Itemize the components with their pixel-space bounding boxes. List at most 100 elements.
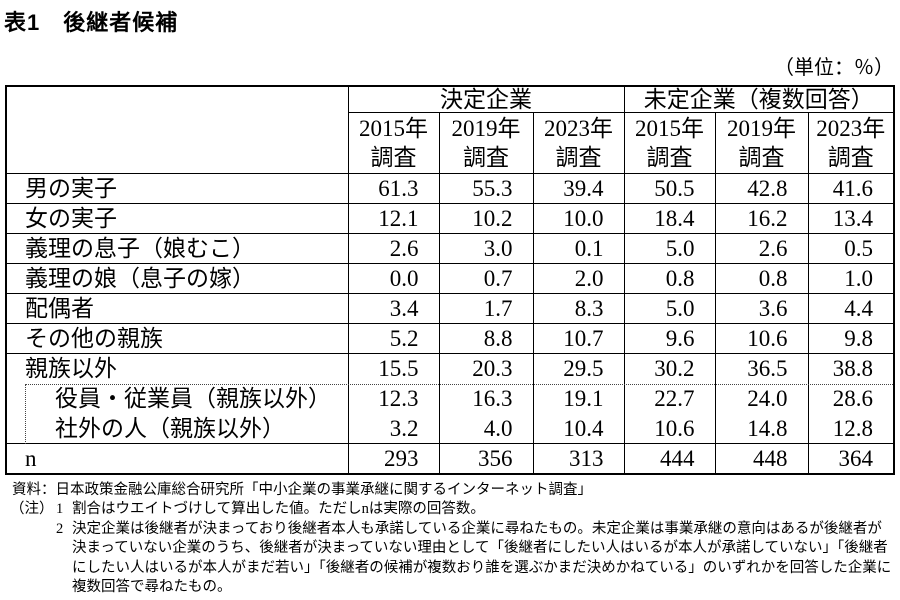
column-header: 2015年 調査 xyxy=(347,112,439,174)
cell: 22.7 xyxy=(623,383,715,414)
cell: 12.1 xyxy=(347,203,439,234)
cell: 12.8 xyxy=(807,413,895,444)
cell: 9.6 xyxy=(623,323,715,354)
cell: 38.8 xyxy=(807,353,895,384)
table-row: 配偶者 3.4 1.7 8.3 5.0 3.6 4.4 xyxy=(5,293,895,324)
year-header-row: 2015年 調査 2019年 調査 2023年 調査 2015年 調査 2019… xyxy=(6,112,895,174)
column-header: 2019年 調査 xyxy=(438,112,533,174)
cell: 36.5 xyxy=(714,353,808,384)
note-number: 1 xyxy=(56,501,64,518)
cell: 0.0 xyxy=(347,263,439,294)
column-header: 2019年 調査 xyxy=(714,112,808,174)
row-label: 義理の息子（娘むこ） xyxy=(5,233,348,264)
column-header: 2023年 調査 xyxy=(532,112,624,174)
row-label: 配偶者 xyxy=(5,293,348,324)
row-label: その他の親族 xyxy=(5,323,348,354)
table-row-sub: 役員・従業員（親族以外） 12.3 16.3 19.1 22.7 24.0 28… xyxy=(5,383,895,414)
note-number: 2 xyxy=(56,520,64,537)
cell: 0.5 xyxy=(807,233,895,264)
column-header: 2015年 調査 xyxy=(623,112,715,174)
cell: 16.3 xyxy=(438,383,533,414)
page-title: 表1 後継者候補 xyxy=(4,10,179,35)
table-body: 男の実子 61.3 55.3 39.4 50.5 42.8 41.6 女の実子 … xyxy=(5,173,895,474)
table-row: 女の実子 12.1 10.2 10.0 18.4 16.2 13.4 xyxy=(5,203,895,234)
row-label: 義理の娘（息子の嫁） xyxy=(5,263,348,294)
cell: 42.8 xyxy=(714,173,808,204)
cell: 364 xyxy=(807,443,895,474)
source-note: 資料：日本政策金融公庫総合研究所「中小企業の事業承継に関するインターネット調査」 xyxy=(12,482,592,498)
cell: 8.8 xyxy=(438,323,533,354)
table-row-n: n 293 356 313 444 448 364 xyxy=(5,443,895,474)
unit-note: （単位：％） xyxy=(774,57,894,79)
cell: 28.6 xyxy=(807,383,895,414)
cell: 10.2 xyxy=(438,203,533,234)
cell: 10.0 xyxy=(532,203,624,234)
row-label: 役員・従業員（親族以外） xyxy=(5,383,348,414)
cell: 2.0 xyxy=(532,263,624,294)
cell: 448 xyxy=(714,443,808,474)
cell: 1.0 xyxy=(807,263,895,294)
cell: 5.0 xyxy=(623,233,715,264)
table-row: 男の実子 61.3 55.3 39.4 50.5 42.8 41.6 xyxy=(5,173,895,204)
cell: 9.8 xyxy=(807,323,895,354)
table-row-sub: 社外の人（親族以外） 3.2 4.0 10.4 10.6 14.8 12.8 xyxy=(5,413,895,444)
table-row: 親族以外 15.5 20.3 29.5 30.2 36.5 38.8 xyxy=(5,353,895,384)
cell: 4.4 xyxy=(807,293,895,324)
cell: 30.2 xyxy=(623,353,715,384)
cell: 5.0 xyxy=(623,293,715,324)
cell: 293 xyxy=(347,443,439,474)
cell: 10.6 xyxy=(714,323,808,354)
notes-block: （注） 1 割合はウエイトづけして算出した値。ただしnは実際の回答数。 2 決定… xyxy=(10,500,896,597)
cell: 10.7 xyxy=(532,323,624,354)
corner-cell xyxy=(5,85,348,174)
cell: 2.6 xyxy=(714,233,808,264)
cell: 0.8 xyxy=(623,263,715,294)
table-row: その他の親族 5.2 8.8 10.7 9.6 10.6 9.8 xyxy=(5,323,895,354)
group-header-decided: 決定企業 xyxy=(347,85,624,113)
cell: 0.8 xyxy=(714,263,808,294)
cell: 10.6 xyxy=(623,413,715,444)
cell: 55.3 xyxy=(438,173,533,204)
cell: 0.7 xyxy=(438,263,533,294)
cell: 16.2 xyxy=(714,203,808,234)
cell: 1.7 xyxy=(438,293,533,324)
cell: 0.1 xyxy=(532,233,624,264)
cell: 50.5 xyxy=(623,173,715,204)
cell: 3.2 xyxy=(347,413,439,444)
cell: 41.6 xyxy=(807,173,895,204)
footnotes: 資料：日本政策金融公庫総合研究所「中小企業の事業承継に関するインターネット調査」… xyxy=(10,481,896,597)
cell: 313 xyxy=(532,443,624,474)
row-label: 女の実子 xyxy=(5,203,348,234)
cell: 14.8 xyxy=(714,413,808,444)
cell: 3.6 xyxy=(714,293,808,324)
cell: 356 xyxy=(438,443,533,474)
sub-rows-dotted-top-line xyxy=(25,384,893,385)
row-label: n xyxy=(5,443,348,474)
cell: 2.6 xyxy=(347,233,439,264)
group-header-row: 決定企業 未定企業（複数回答） xyxy=(5,85,895,174)
successor-table: 決定企業 未定企業（複数回答） 2015年 調査 2019年 調査 2023年 … xyxy=(5,85,896,475)
table-row: 義理の息子（娘むこ） 2.6 3.0 0.1 5.0 2.6 0.5 xyxy=(5,233,895,264)
cell: 8.3 xyxy=(532,293,624,324)
cell: 20.3 xyxy=(438,353,533,384)
cell: 19.1 xyxy=(532,383,624,414)
column-header: 2023年 調査 xyxy=(807,112,895,174)
cell: 24.0 xyxy=(714,383,808,414)
cell: 10.4 xyxy=(532,413,624,444)
cell: 12.3 xyxy=(347,383,439,414)
note-label-spacer xyxy=(10,520,56,598)
cell: 15.5 xyxy=(347,353,439,384)
cell: 5.2 xyxy=(347,323,439,354)
group-header-undecided: 未定企業（複数回答） xyxy=(623,85,895,113)
table-row: 義理の娘（息子の嫁） 0.0 0.7 2.0 0.8 0.8 1.0 xyxy=(5,263,895,294)
cell: 3.0 xyxy=(438,233,533,264)
cell: 18.4 xyxy=(623,203,715,234)
row-label: 社外の人（親族以外） xyxy=(5,413,348,444)
cell: 3.4 xyxy=(347,293,439,324)
cell: 4.0 xyxy=(438,413,533,444)
cell: 61.3 xyxy=(347,173,439,204)
cell: 444 xyxy=(623,443,715,474)
cell: 13.4 xyxy=(807,203,895,234)
note-text: 決定企業は後継者が決まっており後継者本人も承諾している企業に尋ねたもの。未定企業… xyxy=(72,520,892,596)
row-label: 親族以外 xyxy=(5,353,348,384)
